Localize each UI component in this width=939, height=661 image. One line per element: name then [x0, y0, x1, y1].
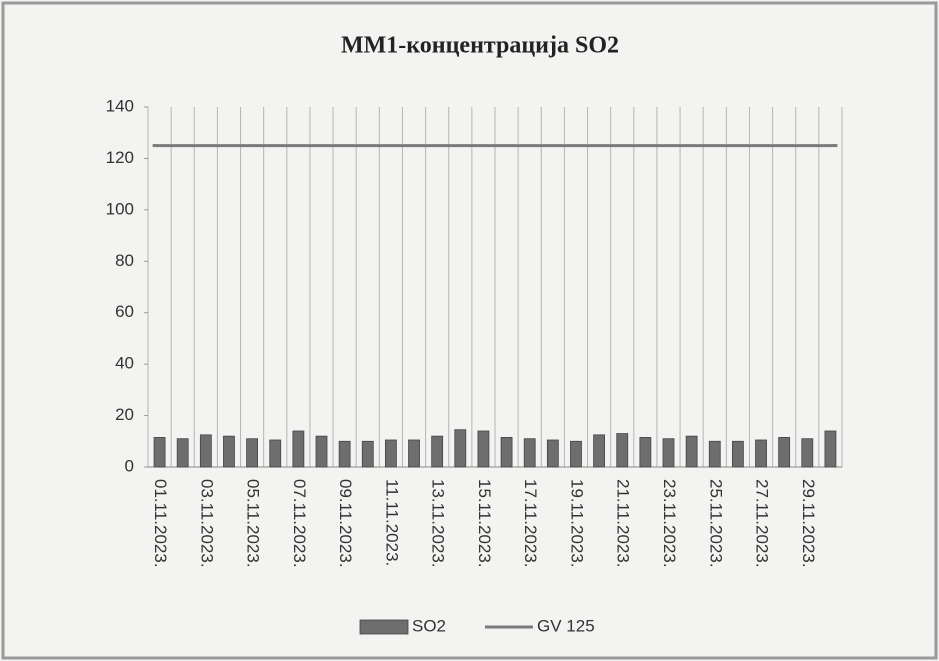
- bar: [361, 440, 374, 468]
- bar: [223, 435, 235, 468]
- bar: [315, 435, 328, 468]
- y-tick-label: 20: [115, 405, 134, 424]
- x-tick-label: 03.11.2023.: [197, 479, 216, 568]
- x-tick-label: 07.11.2023.: [290, 479, 309, 568]
- bar: [454, 429, 467, 468]
- bar: [269, 439, 282, 468]
- bar: [593, 434, 605, 468]
- y-tick-label: 100: [106, 199, 134, 218]
- legend-label: SO2: [412, 616, 446, 635]
- y-tick-label: 80: [115, 251, 134, 270]
- bar: [732, 440, 744, 468]
- y-tick-label: 60: [115, 302, 134, 321]
- bar: [755, 439, 767, 468]
- x-tick-label: 25.11.2023.: [706, 479, 725, 568]
- bar: [384, 439, 397, 468]
- bar: [500, 437, 513, 468]
- bar: [662, 438, 675, 468]
- x-tick-label: 05.11.2023.: [244, 479, 263, 568]
- bar: [616, 433, 629, 468]
- bar: [292, 430, 305, 468]
- x-tick-label: 23.11.2023.: [660, 479, 679, 568]
- bar: [431, 435, 444, 468]
- bar: [708, 440, 721, 468]
- bar: [546, 439, 559, 468]
- y-tick-label: 40: [115, 354, 134, 373]
- bar: [338, 440, 351, 468]
- x-tick-label: 29.11.2023.: [799, 479, 818, 568]
- bar: [477, 430, 490, 468]
- bar: [199, 434, 212, 468]
- bar: [523, 438, 536, 468]
- y-tick-label: 120: [106, 148, 134, 167]
- x-tick-label: 13.11.2023.: [429, 479, 448, 568]
- bar: [408, 439, 420, 468]
- bar: [778, 437, 791, 468]
- y-tick-label: 140: [106, 96, 134, 115]
- x-tick-label: 19.11.2023.: [567, 479, 586, 568]
- x-tick-label: 21.11.2023.: [614, 479, 633, 568]
- x-tick-label: 09.11.2023.: [336, 479, 355, 568]
- bar: [639, 437, 652, 468]
- bar: [176, 438, 189, 468]
- bar: [685, 435, 698, 468]
- bar: [801, 438, 814, 468]
- legend-swatch: [359, 619, 409, 635]
- x-tick-label: 15.11.2023.: [475, 479, 494, 568]
- chart-title: ММ1-концентрација SO2: [341, 33, 619, 59]
- x-tick-label: 17.11.2023.: [521, 479, 540, 568]
- x-tick-label: 01.11.2023.: [151, 479, 170, 568]
- bar: [153, 437, 166, 468]
- x-tick-label: 27.11.2023.: [753, 479, 772, 568]
- bar: [570, 440, 582, 468]
- bar: [824, 430, 837, 468]
- legend-label: GV 125: [537, 616, 595, 635]
- y-tick-label: 0: [125, 456, 134, 475]
- bar: [246, 438, 259, 468]
- x-tick-label: 11.11.2023.: [382, 479, 401, 566]
